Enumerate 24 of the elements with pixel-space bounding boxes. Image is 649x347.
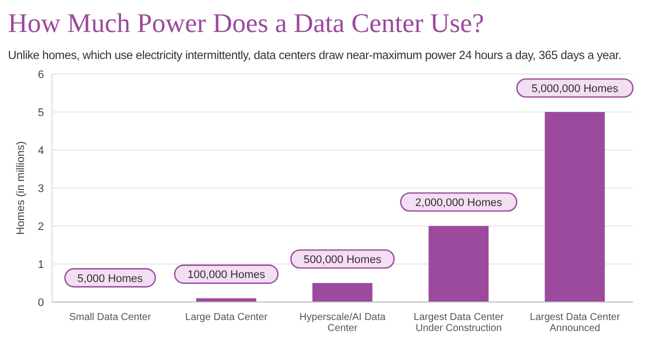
- bar: [196, 298, 256, 302]
- x-tick-label: Largest Data Center Under Construction: [414, 312, 504, 334]
- y-tick-label: 5: [38, 106, 44, 119]
- bar: [312, 283, 372, 302]
- y-tick-label: 3: [38, 182, 44, 195]
- y-tick-label: 1: [38, 258, 44, 271]
- chart-subtitle: Unlike homes, which use electricity intermittently, data centers draw near-maximum power 24 hours a day, 365 days a year.: [8, 48, 622, 62]
- y-axis-title: Homes (in millions): [14, 141, 27, 235]
- x-tick-label: Largest Data Center Announced: [530, 312, 621, 334]
- y-tick-label: 4: [38, 144, 44, 157]
- y-tick-label: 0: [38, 296, 44, 309]
- y-tick-label: 6: [38, 68, 44, 81]
- x-tick-label: Large Data Center: [185, 312, 268, 323]
- x-tick-label: Small Data Center: [69, 312, 152, 323]
- x-tick-label: Hyperscale/AI Data Center: [299, 312, 386, 334]
- bar: [428, 226, 489, 302]
- bar: [544, 112, 605, 302]
- annotation: 5,000 Homes: [77, 272, 144, 285]
- annotation: 100,000 Homes: [187, 269, 266, 282]
- chart-title: How Much Power Does a Data Center Use?: [8, 8, 486, 38]
- y-tick-label: 2: [38, 220, 44, 233]
- annotation: 5,000,000 Homes: [531, 83, 619, 95]
- annotation: 500,000 Homes: [304, 254, 382, 266]
- annotation: 2,000,000 Homes: [415, 197, 503, 209]
